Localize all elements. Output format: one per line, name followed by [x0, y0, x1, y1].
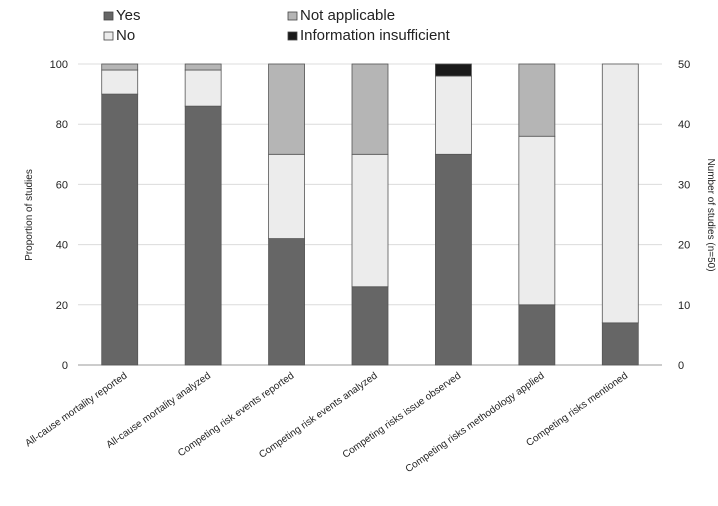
bar-segment-not-applicable [184, 63, 222, 71]
legend-label: Not applicable [300, 7, 395, 24]
y-axis-right-title: Number of studies (n=50) [705, 158, 716, 271]
left-axis-ticks: 0 20 40 60 80 100 [50, 59, 68, 372]
y-axis-title: Proportion of studies [24, 169, 35, 261]
y-right-tick-label: 10 [678, 300, 690, 312]
legend-swatch [103, 11, 114, 21]
y-right-tick-label: 30 [678, 179, 690, 191]
legend-swatch [103, 31, 114, 41]
y-tick-label: 60 [56, 179, 68, 191]
legend: Yes No Not applicable Information insuffici… [103, 7, 451, 44]
bar-segment-no [435, 75, 472, 155]
bars [101, 63, 639, 366]
bar-segment-not-applicable [101, 63, 139, 71]
y-tick-label: 40 [56, 240, 68, 252]
y-tick-label: 80 [56, 119, 68, 131]
bar-segment-yes [518, 304, 556, 366]
legend-swatch [287, 31, 298, 41]
bar-segment-no [351, 153, 389, 288]
bar-segment-no [101, 69, 139, 95]
bar-segment-no [184, 69, 222, 107]
y-tick-label: 0 [62, 360, 68, 372]
x-category-label: Competing risks methodology applied [404, 370, 547, 475]
legend-label: Yes [116, 7, 140, 24]
bar-segment-yes [268, 238, 305, 366]
bar-segment-yes [351, 286, 389, 366]
bar-segment-yes [101, 93, 139, 366]
bar-segment-not-applicable [268, 63, 305, 155]
y-right-tick-label: 40 [678, 119, 690, 131]
legend-label: No [116, 27, 135, 44]
legend-swatch [287, 11, 298, 21]
bar-segment-not-applicable [518, 63, 556, 137]
bar-segment-not-applicable [351, 63, 389, 155]
bar-segment-yes [435, 153, 472, 366]
bar-segment-yes [601, 322, 639, 366]
bar-segment-information-insufficient [435, 63, 472, 77]
y-right-tick-label: 20 [678, 240, 690, 252]
bar-segment-no [268, 153, 305, 239]
bar-segment-no [601, 63, 639, 324]
bar-segment-yes [184, 105, 222, 366]
y-right-tick-label: 50 [678, 59, 690, 71]
bar-segment-no [518, 135, 556, 306]
right-axis-ticks: 0 10 20 30 40 50 [678, 59, 690, 372]
y-tick-label: 100 [50, 59, 68, 71]
y-right-tick-label: 0 [678, 360, 684, 372]
y-tick-label: 20 [56, 300, 68, 312]
legend-label: Information insufficient [300, 27, 451, 44]
